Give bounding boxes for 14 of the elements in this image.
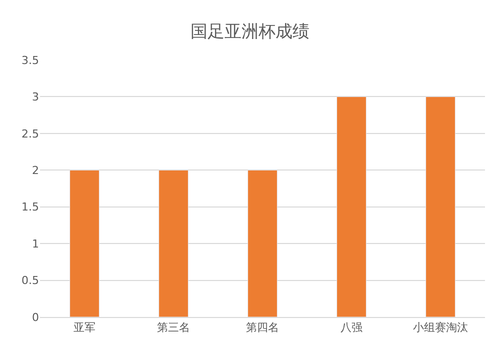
x-tick-label: 八强 [340,321,362,334]
y-tick-label: 1.5 [22,200,39,214]
x-tick-label: 第三名 [157,321,190,334]
x-tick-label: 第四名 [246,321,279,334]
y-tick-label: 2 [32,164,39,177]
y-tick-label: 3.5 [22,54,39,67]
y-tick-label: 3 [32,90,39,104]
y-tick-label: 2.5 [22,127,39,140]
y-tick-label: 0.5 [22,274,39,288]
x-tick-label: 小组赛淘汰 [413,321,468,334]
y-tick-label: 1 [32,237,39,250]
y-tick-label: 0 [32,310,39,324]
chart-title: 国足亚洲杯成绩 [190,22,310,42]
x-tick-label: 亚军 [74,321,96,334]
